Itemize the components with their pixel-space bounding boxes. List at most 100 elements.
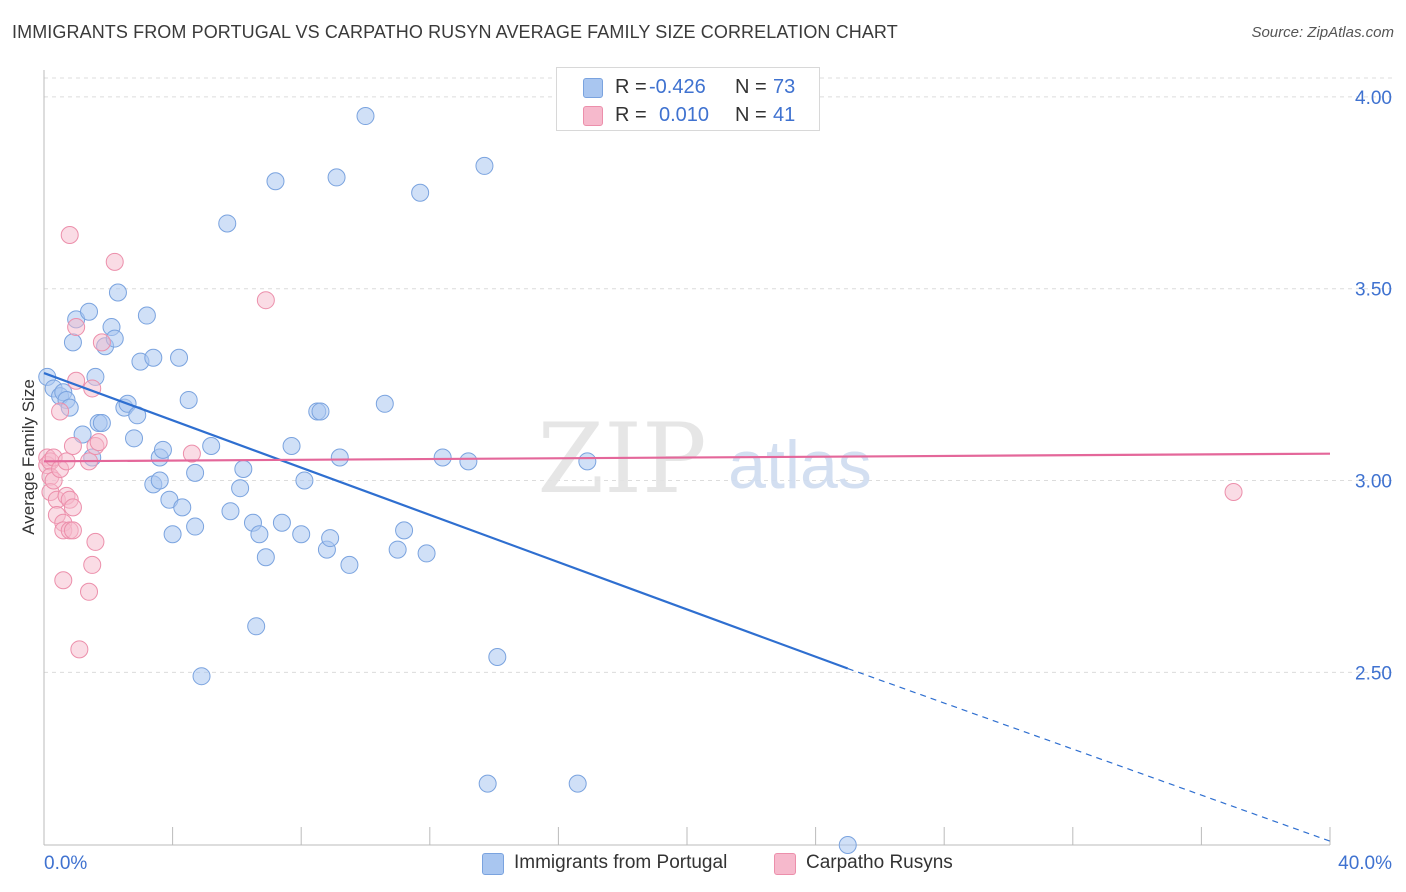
- correlation-legend: R = -0.426 N = 73 R = 0.010 N = 41: [556, 67, 820, 131]
- data-point-rusyn: [92, 333, 111, 352]
- data-point-portugal: [475, 156, 494, 175]
- data-point-portugal: [433, 448, 452, 467]
- data-point-portugal: [192, 667, 211, 686]
- data-point-rusyn: [54, 571, 73, 590]
- data-point-portugal: [330, 448, 349, 467]
- data-point-portugal: [340, 555, 359, 574]
- data-point-portugal: [163, 525, 182, 544]
- data-point-portugal: [150, 471, 169, 490]
- data-point-portugal: [388, 540, 407, 559]
- data-point-portugal: [282, 436, 301, 455]
- data-point-rusyn: [86, 532, 105, 551]
- data-point-portugal: [272, 513, 291, 532]
- data-point-portugal: [375, 394, 394, 413]
- data-point-portugal: [256, 548, 275, 567]
- data-point-rusyn: [105, 252, 124, 271]
- legend-r-value: -0.426: [649, 76, 706, 98]
- legend-r-value: 0.010: [659, 104, 710, 126]
- bottom-legend-label-portugal: Immigrants from Portugal: [514, 852, 728, 873]
- data-point-portugal: [108, 283, 127, 302]
- bottom-legend-label-rusyn: Carpatho Rusyns: [806, 852, 953, 873]
- data-point-portugal: [186, 463, 205, 482]
- data-point-portugal: [478, 774, 497, 793]
- data-point-rusyn: [89, 433, 108, 452]
- data-point-portugal: [218, 214, 237, 233]
- data-point-portugal: [63, 333, 82, 352]
- data-point-portugal: [173, 498, 192, 517]
- x-tick-label: 0.0%: [44, 853, 87, 874]
- bottom-legend-swatch-portugal: [482, 853, 504, 875]
- data-point-portugal: [411, 183, 430, 202]
- data-point-portugal: [137, 306, 156, 325]
- bottom-legend-swatch-rusyn: [774, 853, 796, 875]
- y-axis-label: Average Family Size: [19, 379, 38, 535]
- data-point-portugal: [125, 429, 144, 448]
- legend-swatch-portugal: [583, 78, 603, 98]
- legend-n-value: 41: [773, 104, 796, 126]
- legend-n-label: N =: [735, 104, 767, 126]
- data-point-rusyn: [80, 582, 99, 601]
- data-point-portugal: [186, 517, 205, 536]
- series-portugal-points: [38, 107, 857, 854]
- legend-n-label: N =: [735, 76, 767, 98]
- trend-line-rusyn: [43, 452, 1331, 463]
- data-point-portugal: [578, 452, 597, 471]
- data-point-portugal: [231, 479, 250, 498]
- trend-lines: [43, 372, 1331, 842]
- data-point-portugal: [356, 107, 375, 126]
- data-point-rusyn: [83, 555, 102, 574]
- y-tick-label: 2.50: [1355, 663, 1392, 684]
- data-point-portugal: [838, 836, 857, 854]
- legend-r-label: R =: [615, 76, 647, 98]
- tick-labels: 2.50 3.00 3.50 4.00 0.0% 40.0%: [44, 88, 1392, 874]
- gridlines: [44, 77, 1394, 673]
- data-point-portugal: [153, 440, 172, 459]
- trend-line-portugal: [43, 372, 849, 670]
- data-point-portugal: [170, 348, 189, 367]
- watermark-atlas: atlas: [728, 427, 872, 503]
- data-point-portugal: [266, 172, 285, 191]
- data-point-rusyn: [67, 318, 86, 337]
- data-point-portugal: [221, 502, 240, 521]
- data-point-portugal: [234, 460, 253, 479]
- data-point-portugal: [179, 390, 198, 409]
- trend-line-portugal-extension: [847, 667, 1331, 842]
- data-point-portugal: [417, 544, 436, 563]
- data-point-portugal: [459, 452, 478, 471]
- data-point-portugal: [250, 525, 269, 544]
- data-point-portugal: [202, 436, 221, 455]
- legend-row-portugal: R = -0.426 N = 73: [557, 73, 819, 101]
- data-point-portugal: [144, 348, 163, 367]
- data-point-rusyn: [70, 640, 89, 659]
- legend-r-label: R =: [615, 104, 647, 126]
- data-point-portugal: [311, 402, 330, 421]
- data-point-portugal: [568, 774, 587, 793]
- legend-row-rusyn: R = 0.010 N = 41: [557, 101, 819, 129]
- data-point-rusyn: [63, 498, 82, 517]
- source-label: Source: ZipAtlas.com: [1251, 24, 1394, 41]
- data-point-rusyn: [256, 291, 275, 310]
- data-point-rusyn: [63, 521, 82, 540]
- data-point-rusyn: [1224, 483, 1243, 502]
- data-point-portugal: [247, 617, 266, 636]
- data-point-portugal: [327, 168, 346, 187]
- data-point-portugal: [92, 413, 111, 432]
- data-point-portugal: [292, 525, 311, 544]
- chart-title: IMMIGRANTS FROM PORTUGAL VS CARPATHO RUS…: [12, 22, 898, 42]
- data-point-rusyn: [182, 444, 201, 463]
- legend-swatch-rusyn: [583, 106, 603, 126]
- x-tick-label: 40.0%: [1338, 853, 1392, 874]
- data-point-rusyn: [51, 402, 70, 421]
- data-point-portugal: [80, 302, 99, 321]
- watermark: ZIP atlas: [537, 403, 871, 515]
- y-tick-label: 3.50: [1355, 280, 1392, 301]
- data-point-portugal: [321, 529, 340, 548]
- data-point-portugal: [73, 425, 92, 444]
- data-point-portugal: [295, 471, 314, 490]
- y-tick-label: 3.00: [1355, 472, 1392, 493]
- data-point-portugal: [488, 648, 507, 667]
- data-point-rusyn: [60, 225, 79, 244]
- y-tick-label: 4.00: [1355, 88, 1392, 109]
- legend-n-value: 73: [773, 76, 796, 98]
